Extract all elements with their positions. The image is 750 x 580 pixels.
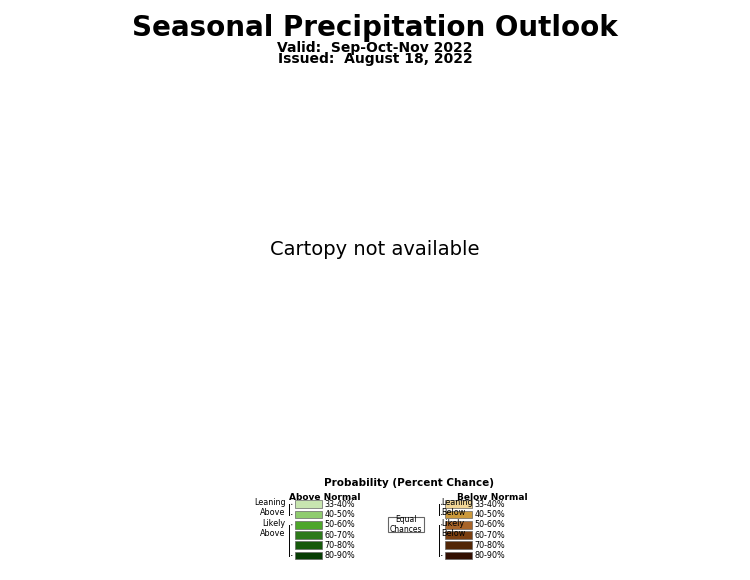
FancyBboxPatch shape (295, 501, 322, 508)
Text: 33-40%: 33-40% (325, 500, 356, 509)
Text: Above Normal: Above Normal (289, 493, 361, 502)
Text: 70-80%: 70-80% (325, 541, 356, 550)
Text: Below Normal: Below Normal (458, 493, 528, 502)
Text: Seasonal Precipitation Outlook: Seasonal Precipitation Outlook (132, 14, 618, 42)
Text: Valid:  Sep-Oct-Nov 2022: Valid: Sep-Oct-Nov 2022 (278, 41, 472, 55)
FancyBboxPatch shape (295, 511, 322, 519)
Text: 60-70%: 60-70% (475, 531, 506, 539)
FancyBboxPatch shape (445, 501, 472, 508)
FancyBboxPatch shape (445, 531, 472, 539)
Text: 50-60%: 50-60% (325, 520, 356, 530)
Text: 40-50%: 40-50% (475, 510, 506, 519)
FancyBboxPatch shape (388, 517, 424, 532)
FancyBboxPatch shape (295, 552, 322, 559)
Text: 60-70%: 60-70% (325, 531, 356, 539)
Text: 50-60%: 50-60% (475, 520, 506, 530)
FancyBboxPatch shape (445, 552, 472, 559)
Text: 40-50%: 40-50% (325, 510, 356, 519)
Text: Issued:  August 18, 2022: Issued: August 18, 2022 (278, 52, 472, 66)
Text: Equal
Chances: Equal Chances (389, 515, 422, 535)
Text: 80-90%: 80-90% (475, 551, 506, 560)
Text: 80-90%: 80-90% (325, 551, 356, 560)
FancyBboxPatch shape (445, 542, 472, 549)
FancyBboxPatch shape (295, 542, 322, 549)
FancyBboxPatch shape (445, 521, 472, 528)
FancyBboxPatch shape (295, 521, 322, 528)
Text: 70-80%: 70-80% (475, 541, 506, 550)
Text: Likely
Above: Likely Above (260, 519, 286, 538)
Text: Likely
Below: Likely Below (442, 519, 466, 538)
Text: Leaning
Above: Leaning Above (254, 498, 286, 517)
Text: Leaning
Below: Leaning Below (442, 498, 473, 517)
Text: Cartopy not available: Cartopy not available (270, 240, 480, 259)
Text: Probability (Percent Chance): Probability (Percent Chance) (324, 478, 494, 488)
FancyBboxPatch shape (445, 511, 472, 519)
Text: 33-40%: 33-40% (475, 500, 506, 509)
FancyBboxPatch shape (295, 531, 322, 539)
